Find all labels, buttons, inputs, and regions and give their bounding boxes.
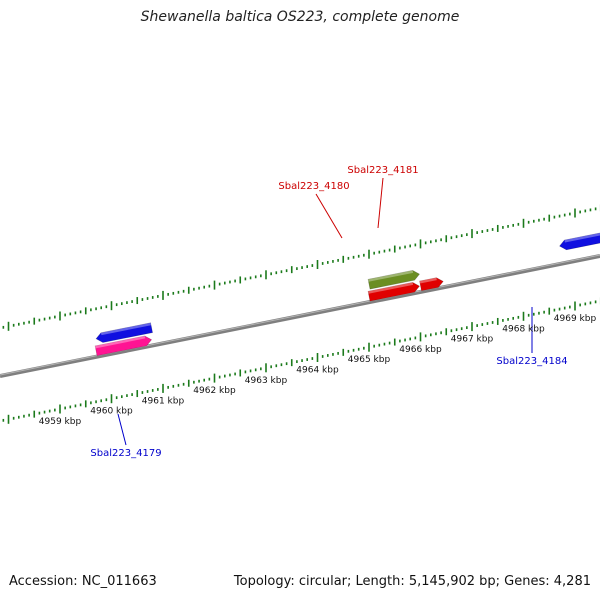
gene-features <box>94 231 600 357</box>
gene-label-Sbal223_4181[interactable]: Sbal223_4181 <box>347 165 418 176</box>
gene-body <box>367 270 420 290</box>
ruler-label-4965: 4965 kbp <box>348 355 391 365</box>
ruler-label-4966: 4966 kbp <box>399 345 442 355</box>
ruler-label-4969: 4969 kbp <box>554 314 597 324</box>
gene-arrow-3[interactable] <box>367 281 420 302</box>
gene-labels: Sbal223_4179 Sbal223_4180 Sbal223_4181 Sbal… <box>90 165 567 459</box>
gene-arrow-Sbal223_4181[interactable] <box>419 276 445 292</box>
ruler-label-4961: 4961 kbp <box>142 396 185 406</box>
gene-body <box>367 282 420 302</box>
ruler-labels: 4959 kbp 4960 kbp 4961 kbp 4962 kbp 4963 kbp… <box>39 314 597 427</box>
gene-label-Sbal223_4179[interactable]: Sbal223_4179 <box>90 448 161 459</box>
upper-tick-ruler <box>2 204 600 331</box>
gene-arrow-Sbal223_4184[interactable] <box>559 231 600 251</box>
leader-line-Sbal223_4181 <box>377 177 384 229</box>
gene-highlight <box>419 277 437 284</box>
gene-highlight <box>95 335 146 349</box>
genome-stats-text: Topology: circular; Length: 5,145,902 bp… <box>233 574 591 589</box>
gene-body <box>559 231 600 251</box>
gene-arrow-1[interactable] <box>94 335 153 357</box>
ruler-label-4964: 4964 kbp <box>296 366 339 376</box>
gene-arrow-Sbal223_4180[interactable] <box>367 269 420 290</box>
ruler-label-4967: 4967 kbp <box>451 335 494 345</box>
gene-highlight <box>368 282 414 294</box>
leader-line-Sbal223_4179 <box>117 413 127 446</box>
ruler-label-4962: 4962 kbp <box>193 386 236 396</box>
accession-text: Accession: NC_011663 <box>9 574 157 589</box>
gene-body <box>95 322 153 343</box>
ruler-label-4968: 4968 kbp <box>502 324 545 334</box>
ruler-label-4963: 4963 kbp <box>245 376 288 386</box>
gene-body <box>419 277 444 292</box>
gene-highlight <box>564 232 600 243</box>
gene-label-Sbal223_4180[interactable]: Sbal223_4180 <box>278 181 349 192</box>
lower-tick-ruler <box>2 297 600 424</box>
leader-line-Sbal223_4180 <box>315 193 343 239</box>
gene-highlight <box>368 270 414 282</box>
gene-arrow-Sbal223_4179[interactable] <box>95 322 153 344</box>
gene-body <box>94 335 153 357</box>
map-title: Shewanella baltica OS223, complete genom… <box>140 9 460 25</box>
ruler-label-4959: 4959 kbp <box>39 417 82 427</box>
backbone-line <box>0 254 600 378</box>
gene-label-Sbal223_4184[interactable]: Sbal223_4184 <box>496 356 567 367</box>
ruler-label-4960: 4960 kbp <box>90 407 133 417</box>
gene-highlight <box>100 322 152 336</box>
